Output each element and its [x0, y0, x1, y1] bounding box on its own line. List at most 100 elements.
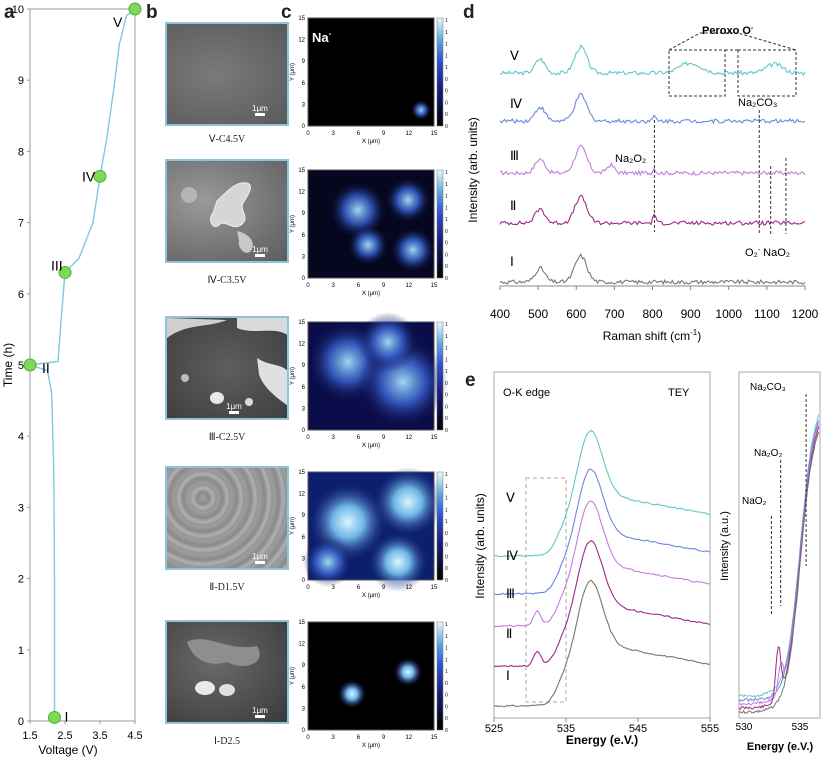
map-y-tick: 15	[298, 320, 305, 326]
colorbar-tick: 1.0	[445, 519, 448, 525]
map-x-tick: 12	[405, 435, 412, 441]
na2o2-label: Na₂O₂	[615, 153, 646, 165]
intensity-spot	[368, 532, 428, 592]
map-x-tick: 3	[332, 283, 336, 289]
map-xlabel: X (μm)	[362, 443, 380, 449]
inset-xlabel: Energy (e.V.)	[747, 741, 814, 753]
map-ylabel: Y (μm)	[290, 517, 296, 535]
colorbar-tick: 1.6	[445, 30, 448, 36]
map-x-tick: 12	[405, 131, 412, 137]
map-ylabel: Y (μm)	[290, 367, 296, 385]
intensity-spot	[348, 225, 388, 265]
y-tick-label: 7	[18, 218, 24, 230]
inset-curve-IV	[738, 420, 820, 703]
map-y-tick: 15	[298, 470, 305, 476]
sem-caption-I: Ⅰ-D2.5	[213, 736, 240, 747]
map-x-tick: 9	[382, 435, 386, 441]
sem-image-IV: 1μm	[165, 159, 289, 263]
colorbar-tick: 1.8	[445, 322, 448, 328]
inset-label-na2co3: Na₂CO₃	[750, 382, 786, 393]
map-x-tick: 6	[357, 585, 361, 591]
raman-x-tick-label: 1200	[792, 307, 819, 321]
scale-bar: 1μm	[247, 245, 273, 257]
raman-curve-I	[499, 253, 806, 286]
sem-caption-III: Ⅲ-C2.5V	[208, 432, 246, 443]
xas-curve-I	[493, 579, 711, 708]
colorbar-tick: 0.6	[445, 89, 448, 95]
intensity-spot	[394, 658, 422, 686]
sem-caption-V: Ⅴ-C4.5V	[208, 134, 246, 145]
marker-label-IV: IV	[82, 168, 96, 184]
xas-main-frame	[493, 371, 711, 719]
colorbar-tick: 1.4	[445, 496, 448, 502]
map-y-tick: 9	[302, 513, 306, 519]
panel-a-xlabel: Voltage (V)	[38, 743, 97, 757]
map-y-tick: 0	[302, 124, 306, 130]
map-y-tick: 6	[302, 81, 306, 87]
panel-label-c: c	[281, 2, 292, 23]
map-y-tick: 3	[302, 254, 306, 260]
map-y-tick: 3	[302, 102, 306, 108]
raman-label-IV: Ⅳ	[510, 96, 522, 111]
scale-bar: 1μm	[247, 104, 273, 116]
colorbar-tick: 0.2	[445, 566, 448, 572]
map-y-tick: 15	[298, 620, 305, 626]
colorbar-tick: 1.2	[445, 507, 448, 513]
y-tick-label: 5	[18, 360, 24, 372]
intensity-spot	[373, 467, 443, 537]
xas-ylabel: Intensity (arb. units)	[473, 493, 487, 598]
xas-x-tick-label: 535	[557, 723, 575, 735]
xas-label-II: Ⅱ	[506, 626, 512, 641]
xas-x-tick-label: 545	[629, 723, 647, 735]
xas-xlabel: Energy (e.V.)	[566, 733, 638, 747]
colorbar-tick: 0.8	[445, 381, 448, 387]
map-y-tick: 3	[302, 556, 306, 562]
map-xlabel: X (μm)	[362, 291, 380, 297]
map-ylabel: Y (μm)	[290, 215, 296, 233]
colorbar	[436, 321, 444, 431]
map-x-tick: 0	[306, 735, 310, 741]
colorbar-tick: 0.2	[445, 416, 448, 422]
peroxo-label: Peroxo O-	[702, 25, 754, 37]
raman-x-tick-label: 400	[490, 307, 510, 321]
raman-curve-II	[499, 194, 806, 226]
scale-bar: 1μm	[221, 402, 247, 414]
map-y-tick: 0	[302, 428, 306, 434]
na2co3-label: Na₂CO₃	[738, 97, 777, 109]
y-tick-label: 0	[18, 716, 24, 728]
raman-x-tick-label: 600	[566, 307, 586, 321]
y-tick-label: 3	[18, 502, 24, 514]
species-label: Na-	[312, 29, 332, 45]
scale-bar: 1μm	[247, 552, 273, 564]
inset-curve-I	[738, 431, 820, 714]
intensity-spot	[358, 312, 418, 372]
sem-image-V: 1μm	[165, 22, 289, 126]
xas-spectra: O-K edge TEY Ⅴ Ⅳ Ⅲ Ⅱ Ⅰ 525 535 545 555 Energy (…	[473, 371, 821, 753]
colorbar-tick: 0.6	[445, 393, 448, 399]
panel-a-ylabel: Time (h)	[1, 343, 15, 387]
map-x-tick: 6	[357, 283, 361, 289]
map-x-tick: 3	[332, 435, 336, 441]
raman-x-tick-label: 700	[604, 307, 624, 321]
marker-label-III: III	[51, 257, 63, 273]
panel-label-e: e	[465, 370, 476, 391]
sem-image-III: 1μm	[165, 316, 289, 420]
map-y-tick: 6	[302, 685, 306, 691]
inset-curve-III	[738, 423, 820, 707]
colorbar-tick: 1.2	[445, 657, 448, 663]
colorbar-tick: 1.0	[445, 669, 448, 675]
colorbar-tick: 1.2	[445, 53, 448, 59]
colorbar-tick: 0	[445, 124, 448, 130]
marker-V	[128, 2, 142, 16]
map-x-tick: 6	[357, 735, 361, 741]
intensity-spot	[338, 680, 366, 708]
panel-label-a: a	[4, 2, 15, 23]
map-y-tick: 0	[302, 578, 306, 584]
xas-mode: TEY	[668, 387, 690, 399]
colorbar	[436, 17, 444, 127]
colorbar-tick: 1.2	[445, 205, 448, 211]
colorbar	[436, 471, 444, 581]
colorbar-tick: 0	[445, 578, 448, 584]
map-x-tick: 15	[431, 735, 438, 741]
